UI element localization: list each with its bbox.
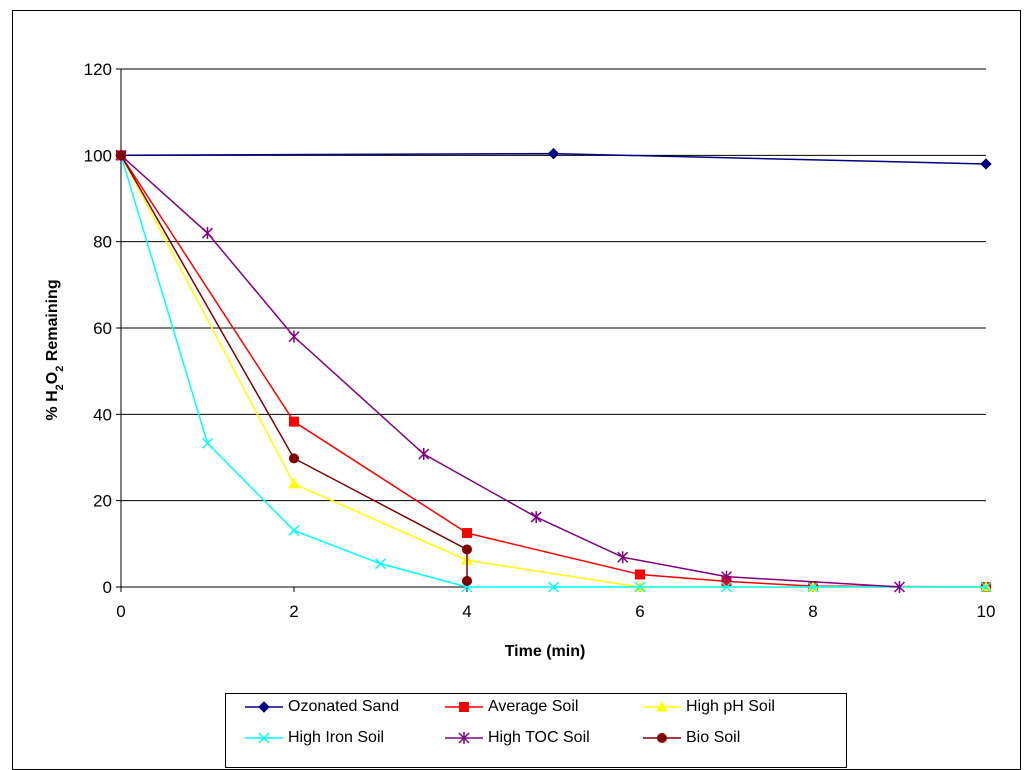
- axes: [116, 68, 987, 592]
- legend-label: High TOC Soil: [488, 729, 590, 746]
- line-chart: 0 20 40 60 80 100 120 0 2 4 6 8 10 Time (min) % H2O…: [44, 60, 995, 660]
- series-ozonated-sand: [115, 147, 992, 170]
- series-line-high-toc-soil: [120, 154, 900, 588]
- data-point-average-soil: [462, 528, 472, 539]
- data-point-high-toc-soil: [418, 448, 430, 461]
- x-tick-label: 2: [289, 602, 298, 621]
- legend-swatch-average-soil: [445, 702, 483, 712]
- y-tick-label: 60: [93, 319, 112, 338]
- data-point-high-iron-soil: [720, 581, 733, 593]
- legend-item-ozonated-sand: Ozonated Sand: [244, 695, 399, 719]
- y-tick-labels: 0 20 40 60 80 100 120: [84, 60, 112, 597]
- x-tick-labels: 0 2 4 6 8 10: [116, 602, 995, 621]
- x-tick-label: 6: [635, 602, 644, 621]
- legend-swatch-high-toc-soil: [445, 732, 483, 744]
- legend-swatch-ozonated-sand: [245, 701, 283, 713]
- legend-item-high-iron-soil: High Iron Soil: [244, 726, 384, 750]
- y-tick-label: 40: [93, 405, 112, 424]
- legend-label: High pH Soil: [686, 698, 775, 715]
- legend-label: High Iron Soil: [288, 729, 385, 746]
- legend-item-average-soil: Average Soil: [444, 695, 578, 719]
- legend-item-high-toc-soil: High TOC Soil: [444, 726, 590, 750]
- chart-area: 0 20 40 60 80 100 120 0 2 4 6 8 10 Time (min) % H2O…: [12, 10, 1021, 770]
- series-line-average-soil: [120, 154, 987, 588]
- series-bio-soil: [116, 150, 472, 586]
- data-point-high-toc-soil: [617, 551, 629, 564]
- series-layer: [115, 147, 992, 593]
- data-point-high-toc-soil: [720, 570, 733, 583]
- y-tick-label: 0: [103, 578, 112, 597]
- y-tick-label: 120: [84, 60, 112, 79]
- data-point-average-soil: [635, 569, 645, 580]
- legend-marker-average-soil: [459, 702, 469, 712]
- x-tick-label: 8: [808, 602, 817, 621]
- series-line-high-iron-soil: [120, 155, 986, 588]
- series-line-bio-soil: [120, 154, 468, 581]
- data-point-ozonated-sand: [980, 158, 992, 170]
- legend-item-high-ph-soil: High pH Soil: [642, 695, 775, 719]
- data-point-high-toc-soil: [201, 227, 214, 240]
- legend-label: Ozonated Sand: [288, 698, 400, 715]
- legend-swatch-high-ph-soil: [643, 700, 681, 712]
- legend-marker-bio-soil: [657, 733, 667, 743]
- data-point-bio-soil: [116, 150, 126, 161]
- data-point-bio-soil: [462, 575, 472, 586]
- data-point-high-iron-soil: [547, 581, 560, 593]
- data-point-high-toc-soil: [893, 581, 906, 593]
- y-tick-label: 100: [84, 146, 112, 165]
- data-point-high-toc-soil: [288, 330, 300, 343]
- legend-label: Bio Soil: [686, 729, 741, 746]
- legend-item-bio-soil: Bio Soil: [642, 726, 740, 750]
- data-point-high-iron-soil: [980, 581, 992, 593]
- x-tick-label: 0: [116, 602, 125, 621]
- series-line-high-ph-soil: [120, 154, 986, 588]
- data-point-bio-soil: [462, 544, 472, 555]
- x-axis-title: Time (min): [505, 643, 586, 660]
- data-point-bio-soil: [289, 453, 299, 464]
- data-point-high-ph-soil: [288, 477, 300, 489]
- y-tick-label: 20: [93, 492, 112, 511]
- x-tick-label: 10: [977, 602, 996, 621]
- legend-swatch-high-iron-soil: [245, 732, 283, 744]
- data-point-high-toc-soil: [530, 511, 542, 524]
- legend-swatch-bio-soil: [643, 733, 681, 743]
- legend-label: Average Soil: [488, 698, 579, 715]
- legend-marker-high-toc-soil: [458, 732, 470, 744]
- data-point-average-soil: [289, 416, 299, 427]
- data-point-ozonated-sand: [547, 147, 560, 160]
- x-tick-label: 4: [462, 602, 471, 621]
- legend: Ozonated Sand Average Soil High pH Soil Hig…: [225, 693, 847, 768]
- data-point-high-iron-soil: [374, 558, 387, 570]
- legend-marker-ozonated-sand: [258, 701, 270, 713]
- data-point-high-iron-soil: [634, 581, 646, 593]
- data-point-high-iron-soil: [288, 524, 300, 536]
- legend-marker-high-iron-soil: [258, 732, 270, 744]
- data-point-high-iron-soil: [201, 437, 214, 449]
- y-axis-title: % H2O2 Remaining: [44, 279, 66, 420]
- legend-marker-high-ph-soil: [656, 700, 668, 712]
- data-point-high-iron-soil: [807, 581, 819, 593]
- y-tick-label: 80: [93, 233, 112, 252]
